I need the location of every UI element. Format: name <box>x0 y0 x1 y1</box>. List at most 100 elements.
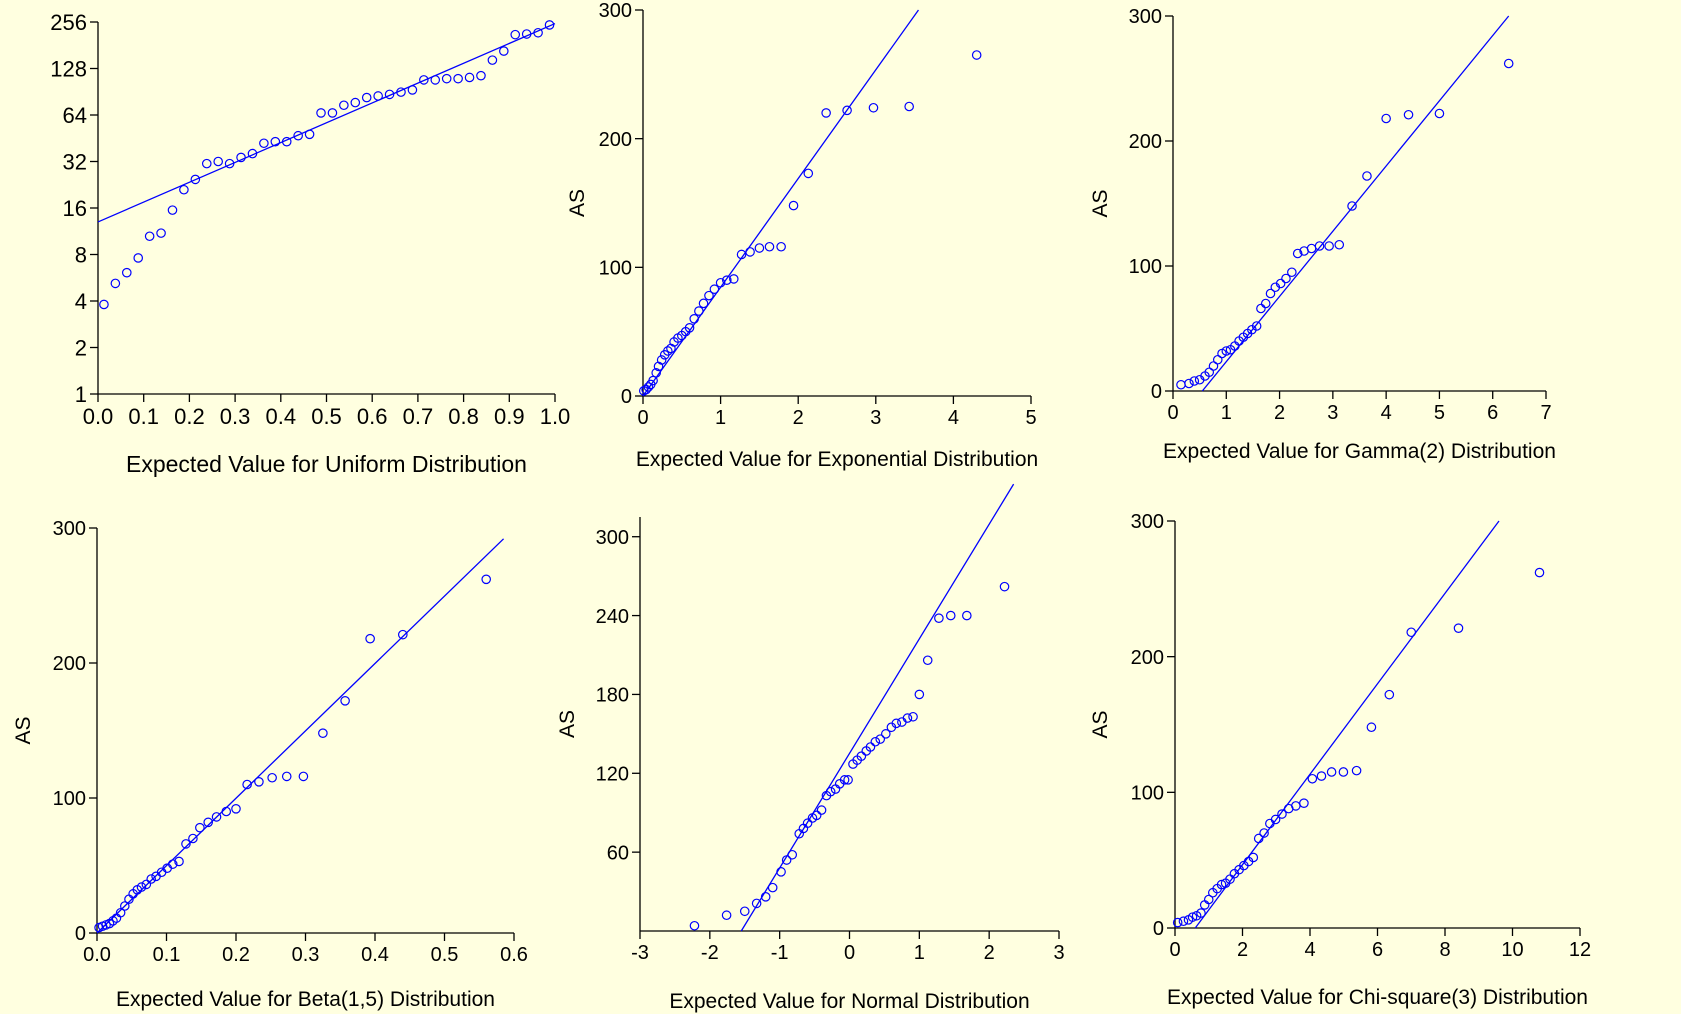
data-point <box>945 610 956 621</box>
data-point <box>464 72 475 83</box>
data-point <box>1292 248 1303 259</box>
x-tick-label: 6 <box>1487 402 1498 424</box>
data-point <box>767 882 778 893</box>
data-point <box>430 75 441 85</box>
data-point <box>760 892 771 902</box>
data-point <box>195 822 205 833</box>
data-point <box>146 874 157 884</box>
x-tick-label: -3 <box>631 942 649 964</box>
data-point <box>203 817 213 828</box>
data-point <box>190 174 201 185</box>
data-point <box>1381 113 1391 124</box>
data-point <box>510 29 521 40</box>
data-point <box>842 105 852 116</box>
y-tick-label: 0 <box>75 923 86 945</box>
data-point <box>1196 908 1206 918</box>
data-point <box>736 249 747 260</box>
y-tick-label: 32 <box>63 149 87 174</box>
x-axis-label: Expected Value for Beta(1,5) Distributio… <box>116 988 495 1011</box>
data-point <box>1338 767 1349 777</box>
y-tick-label: 100 <box>1131 783 1164 805</box>
data-point <box>781 855 792 865</box>
data-point <box>788 200 799 211</box>
x-tick-label: 0.4 <box>266 404 297 429</box>
x-tick-label: 5 <box>1434 402 1445 424</box>
data-point <box>1291 801 1301 811</box>
data-point <box>1260 298 1271 309</box>
y-tick-label: 120 <box>596 763 629 785</box>
x-axis-label: Expected Value for Exponential Distribut… <box>636 448 1038 471</box>
x-tick-label: 0.7 <box>403 404 434 429</box>
data-point <box>1287 267 1297 278</box>
data-point <box>1534 567 1545 578</box>
y-tick-label: 2 <box>75 335 87 360</box>
data-point <box>499 46 509 56</box>
data-point <box>689 313 700 324</box>
data-point <box>754 243 765 253</box>
data-point <box>803 168 814 179</box>
data-point <box>816 805 827 815</box>
data-point <box>1366 722 1377 733</box>
fit-line <box>97 22 556 223</box>
data-point <box>728 274 739 284</box>
data-point <box>156 867 167 878</box>
x-tick-label: 0.0 <box>83 944 111 966</box>
data-point <box>971 50 982 60</box>
y-tick-label: 300 <box>53 518 86 540</box>
data-point <box>1256 303 1266 314</box>
x-tick-label: 3 <box>1053 942 1064 964</box>
data-point <box>281 136 292 147</box>
data-point <box>1307 773 1318 784</box>
data-point <box>1275 278 1286 289</box>
data-point <box>1221 346 1232 356</box>
data-point <box>908 711 918 722</box>
data-point <box>361 92 372 103</box>
data-point <box>1406 627 1417 638</box>
data-point <box>856 751 867 761</box>
x-axis-label: Expected Value for Uniform Distribution <box>126 451 527 477</box>
qq-panel-6: 0 2 4 6 8 10 12 0 100 200 300 Expected Value for Ch… <box>1089 511 1591 1009</box>
data-point <box>776 867 786 877</box>
x-tick-label: 3 <box>870 407 881 429</box>
data-point <box>298 771 309 782</box>
data-point <box>521 29 532 39</box>
data-point <box>293 130 303 141</box>
data-point <box>231 803 241 814</box>
data-point <box>174 856 184 867</box>
data-point <box>397 629 408 640</box>
data-point <box>1299 798 1309 808</box>
data-point <box>739 906 750 917</box>
data-point <box>441 73 452 84</box>
data-point <box>1178 916 1189 927</box>
data-point <box>181 839 191 849</box>
fit-line <box>96 538 505 934</box>
data-point <box>821 108 831 118</box>
data-point <box>722 275 732 285</box>
x-tick-label: 4 <box>948 407 959 429</box>
x-tick-label: 0.4 <box>361 944 389 966</box>
data-point <box>120 901 130 911</box>
data-point <box>267 772 277 783</box>
x-tick-label: 0.2 <box>222 944 250 966</box>
data-point <box>188 833 198 844</box>
data-point <box>316 108 326 118</box>
x-tick-label: 4 <box>1381 402 1392 424</box>
data-point <box>787 849 798 860</box>
data-point <box>689 920 700 931</box>
data-point <box>259 138 269 149</box>
data-point <box>843 775 853 785</box>
x-tick-label: 0.0 <box>83 404 114 429</box>
data-point <box>1172 917 1183 928</box>
x-tick-label: 0.3 <box>220 404 251 429</box>
data-point <box>1203 894 1214 905</box>
data-point <box>868 102 879 113</box>
data-point <box>141 879 152 890</box>
data-point <box>1277 809 1287 819</box>
x-tick-label: 0 <box>1169 939 1180 961</box>
x-tick-label: 0.1 <box>153 944 181 966</box>
x-tick-label: 0.5 <box>431 944 459 966</box>
x-tick-label: -1 <box>771 942 789 964</box>
y-tick-label: 100 <box>599 258 632 280</box>
data-point <box>704 290 714 301</box>
data-point <box>1403 109 1414 120</box>
